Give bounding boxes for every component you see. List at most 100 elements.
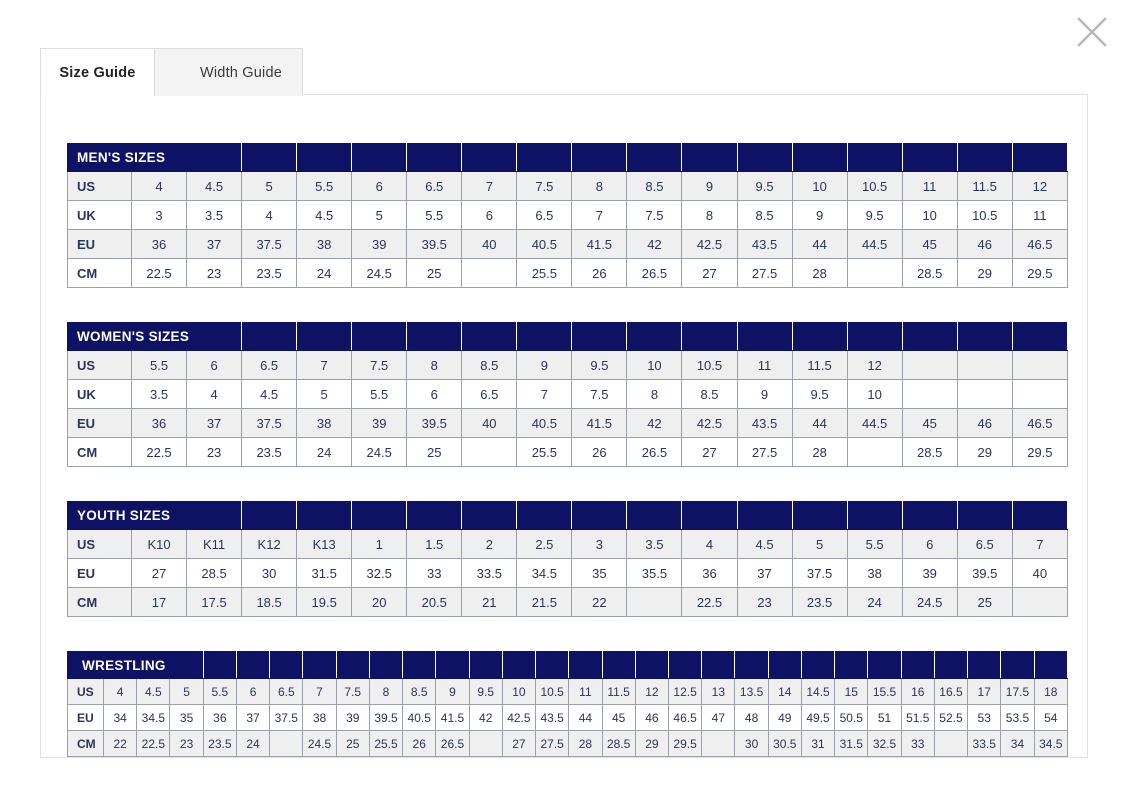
header-spacer-cell bbox=[351, 501, 408, 530]
size-cell: 43.5 bbox=[535, 704, 570, 731]
size-cell bbox=[1011, 379, 1069, 409]
size-cell: 12 bbox=[1011, 171, 1069, 201]
header-spacer-cell bbox=[1011, 501, 1069, 530]
size-cell: 34.5 bbox=[136, 704, 171, 731]
header-spacer-cell bbox=[571, 322, 628, 351]
size-cell: 22.5 bbox=[136, 730, 171, 757]
size-cell: 10.5 bbox=[846, 171, 903, 201]
size-cell: 10 bbox=[846, 379, 903, 409]
size-cell: 4 bbox=[241, 200, 298, 230]
size-cell: 24.5 bbox=[351, 437, 408, 467]
size-cell bbox=[468, 730, 503, 757]
size-cell: 8 bbox=[406, 350, 463, 380]
table-title-wrestling: WRESTLING bbox=[67, 651, 204, 679]
header-spacer-cell bbox=[461, 143, 518, 172]
size-cell: 38 bbox=[296, 408, 353, 438]
header-spacer-cell bbox=[269, 651, 304, 679]
header-spacer-cell bbox=[1011, 143, 1069, 172]
size-cell: 32.5 bbox=[351, 558, 408, 588]
size-cell: 24 bbox=[235, 730, 271, 757]
size-cell: 2.5 bbox=[516, 529, 573, 559]
size-cell bbox=[701, 730, 736, 757]
size-cell: 26 bbox=[571, 437, 628, 467]
size-cell: 28.5 bbox=[901, 437, 958, 467]
size-cell bbox=[846, 437, 903, 467]
table-row: CM 22.5 23 23.5 24 24.5 25 25.5 26 26.5 27 27.5 28 28… bbox=[67, 258, 1069, 288]
header-spacer-cell bbox=[956, 143, 1013, 172]
size-cell: 8.5 bbox=[736, 200, 793, 230]
size-cell bbox=[846, 258, 903, 288]
size-cell: 11 bbox=[736, 350, 793, 380]
tab-size-guide-label: Size Guide bbox=[59, 64, 136, 81]
size-cell: 4 bbox=[681, 529, 738, 559]
header-spacer-cell bbox=[1011, 322, 1069, 351]
size-cell: 49.5 bbox=[800, 704, 836, 731]
size-cell: 4.5 bbox=[136, 678, 171, 705]
size-cell: 11.5 bbox=[791, 350, 848, 380]
size-cell: 19.5 bbox=[296, 587, 353, 617]
size-cell: 36 bbox=[202, 704, 237, 731]
size-cell: 4 bbox=[102, 678, 138, 705]
header-spacer-cell bbox=[241, 501, 298, 530]
size-cell: 24.5 bbox=[302, 730, 337, 757]
size-cell: 40.5 bbox=[516, 408, 573, 438]
size-cell: 15.5 bbox=[867, 678, 902, 705]
size-cell: 10 bbox=[901, 200, 958, 230]
size-cell: 34 bbox=[102, 704, 138, 731]
row-label-us: US bbox=[67, 678, 104, 705]
header-spacer-cell bbox=[791, 143, 848, 172]
size-cell: 7 bbox=[516, 379, 573, 409]
tab-width-guide[interactable]: Width Guide bbox=[153, 48, 303, 96]
size-cell: 22 bbox=[102, 730, 138, 757]
header-spacer-cell bbox=[601, 651, 636, 679]
tab-width-guide-label: Width Guide bbox=[200, 64, 282, 81]
size-cell: 39 bbox=[335, 704, 370, 731]
size-cell: 44 bbox=[791, 408, 848, 438]
size-cell bbox=[626, 587, 683, 617]
size-cell: 14.5 bbox=[800, 678, 836, 705]
header-spacer-cell bbox=[626, 143, 683, 172]
size-cell: 27.5 bbox=[736, 437, 793, 467]
size-tables-container: MEN'S SIZES US 4 4.5 5 5.5 6 6.5 7 7.5 8 8.5 9 9.5 10 1… bbox=[41, 95, 1087, 757]
row-label-cm: CM bbox=[67, 437, 132, 467]
size-cell: 5 bbox=[169, 678, 204, 705]
size-cell: 24.5 bbox=[901, 587, 958, 617]
size-cell: 11 bbox=[901, 171, 958, 201]
close-button[interactable] bbox=[1070, 10, 1114, 54]
size-cell: 18.5 bbox=[241, 587, 298, 617]
size-cell: 7 bbox=[302, 678, 337, 705]
size-cell: 5.5 bbox=[296, 171, 353, 201]
size-cell bbox=[956, 350, 1013, 380]
size-cell: 4 bbox=[186, 379, 243, 409]
size-cell: 22.5 bbox=[130, 258, 188, 288]
size-cell: 27 bbox=[681, 258, 738, 288]
size-cell: 11.5 bbox=[601, 678, 636, 705]
size-cell: 12.5 bbox=[667, 678, 703, 705]
size-cell: 9 bbox=[736, 379, 793, 409]
table-row: UK 3.5 4 4.5 5 5.5 6 6.5 7 7.5 8 8.5 9 9.5 10 bbox=[67, 379, 1069, 409]
header-spacer-cell bbox=[900, 651, 935, 679]
header-spacer-cell bbox=[967, 651, 1002, 679]
size-cell: 22.5 bbox=[681, 587, 738, 617]
header-spacer-cell bbox=[241, 143, 298, 172]
size-cell: 25.5 bbox=[516, 258, 573, 288]
tab-size-guide[interactable]: Size Guide bbox=[40, 48, 155, 96]
size-cell: 3.5 bbox=[186, 200, 243, 230]
size-cell: 9 bbox=[791, 200, 848, 230]
table-title-mens: MEN'S SIZES bbox=[66, 143, 243, 172]
size-cell: 14 bbox=[767, 678, 802, 705]
table-row: US 4 4.5 5 5.5 6 6.5 7 7.5 8 8.5 9 9.5 10 10.5 11 11.5 12 bbox=[67, 171, 1069, 201]
header-spacer-cell bbox=[734, 651, 769, 679]
size-guide-panel: MEN'S SIZES US 4 4.5 5 5.5 6 6.5 7 7.5 8 8.5 9 9.5 10 1… bbox=[40, 94, 1088, 758]
header-spacer-cell bbox=[535, 651, 570, 679]
size-cell: 7.5 bbox=[626, 200, 683, 230]
size-cell: 16.5 bbox=[933, 678, 969, 705]
size-cell: 37.5 bbox=[241, 229, 298, 259]
size-cell: 9.5 bbox=[791, 379, 848, 409]
size-cell: 11 bbox=[1011, 200, 1069, 230]
size-cell: 46 bbox=[956, 229, 1013, 259]
size-cell: 42.5 bbox=[681, 408, 738, 438]
table-row: EU 27 28.5 30 31.5 32.5 33 33.5 34.5 35 35.5 36 37 37… bbox=[67, 558, 1069, 588]
size-cell: 42 bbox=[626, 229, 683, 259]
size-cell: 9.5 bbox=[736, 171, 793, 201]
